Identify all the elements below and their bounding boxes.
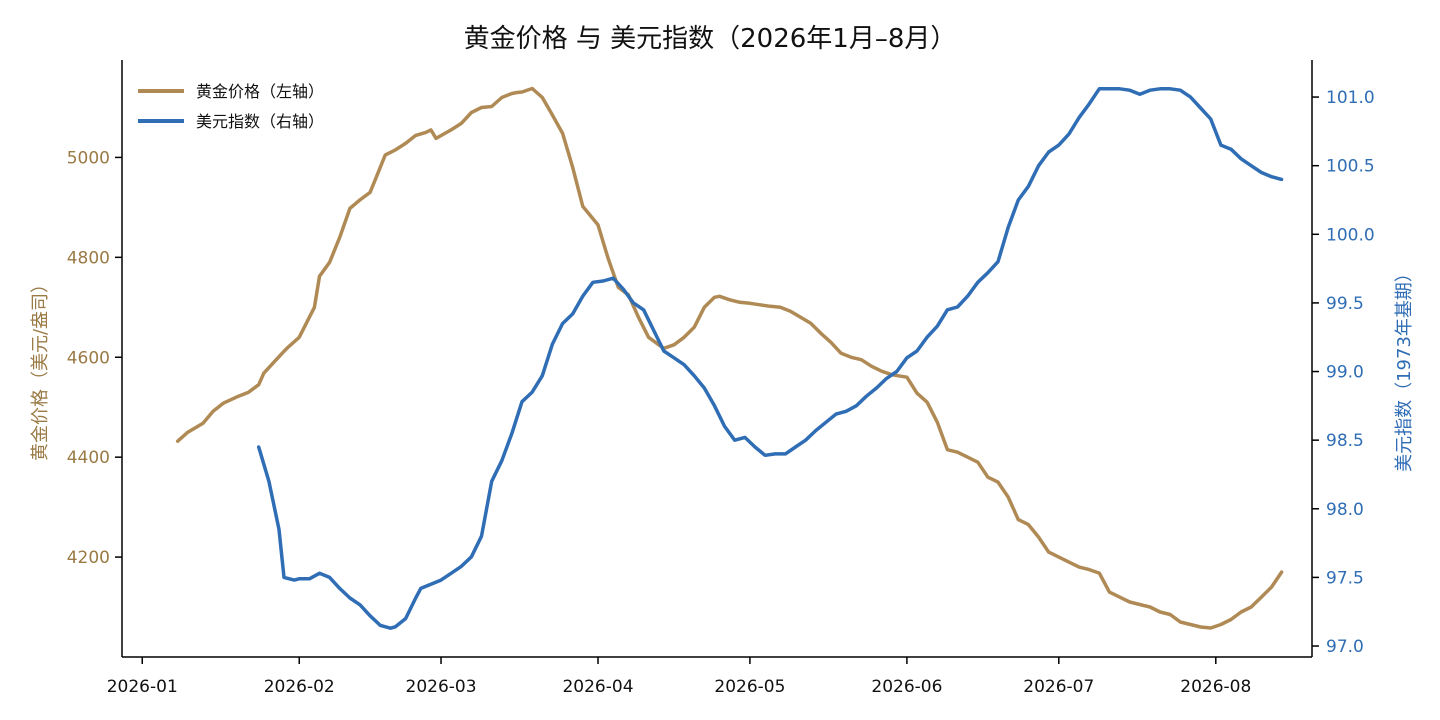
series-lines xyxy=(175,86,1284,630)
x-tick-label: 2026-06 xyxy=(871,677,942,697)
y-left-tick-label: 4800 xyxy=(67,248,110,268)
legend: 黄金价格（左轴） 美元指数（右轴） xyxy=(138,82,324,131)
y-axis-left-label: 黄金价格（美元/盎司） xyxy=(30,275,51,461)
axes xyxy=(121,60,1313,658)
y-left-tick-label: 5000 xyxy=(67,148,110,168)
y-ticks-right: 97.0 97.5 98.0 98.5 99.0 99.5 100.0 100.5 101.0 xyxy=(1312,88,1375,657)
x-tick-label: 2026-01 xyxy=(107,677,178,697)
y-right-tick-label: 100.0 xyxy=(1326,225,1375,245)
y-right-tick-label: 99.0 xyxy=(1326,363,1364,383)
x-tick-label: 2026-08 xyxy=(1180,677,1251,697)
y-right-tick-label: 100.5 xyxy=(1326,157,1375,177)
y-right-tick-label: 97.0 xyxy=(1326,637,1364,657)
legend-label-gold: 黄金价格（左轴） xyxy=(196,82,324,101)
x-tick-label: 2026-05 xyxy=(714,677,785,697)
y-right-tick-label: 99.5 xyxy=(1326,294,1364,314)
y-ticks-left: 4200 4400 4600 4800 5000 xyxy=(67,148,122,568)
y-axis-right-label: 美元指数（1973年基期） xyxy=(1394,264,1415,472)
series-line-dollar-index xyxy=(256,87,1284,630)
x-tick-label: 2026-02 xyxy=(264,677,335,697)
series-line-gold-price xyxy=(175,86,1284,630)
y-left-tick-label: 4400 xyxy=(67,448,110,468)
x-tick-label: 2026-03 xyxy=(406,677,477,697)
y-right-tick-label: 97.5 xyxy=(1326,568,1364,588)
chart-title: 黄金价格 与 美元指数（2026年1月–8月） xyxy=(464,24,957,54)
x-tick-label: 2026-04 xyxy=(562,677,633,697)
x-ticks: 2026-01 2026-02 2026-03 2026-04 2026-05 2026-… xyxy=(107,657,1251,697)
legend-label-dxy: 美元指数（右轴） xyxy=(196,112,324,131)
y-right-tick-label: 98.5 xyxy=(1326,431,1364,451)
y-left-tick-label: 4200 xyxy=(67,548,110,568)
y-left-tick-label: 4600 xyxy=(67,348,110,368)
x-tick-label: 2026-07 xyxy=(1023,677,1094,697)
y-right-tick-label: 101.0 xyxy=(1326,88,1375,108)
y-right-tick-label: 98.0 xyxy=(1326,500,1364,520)
